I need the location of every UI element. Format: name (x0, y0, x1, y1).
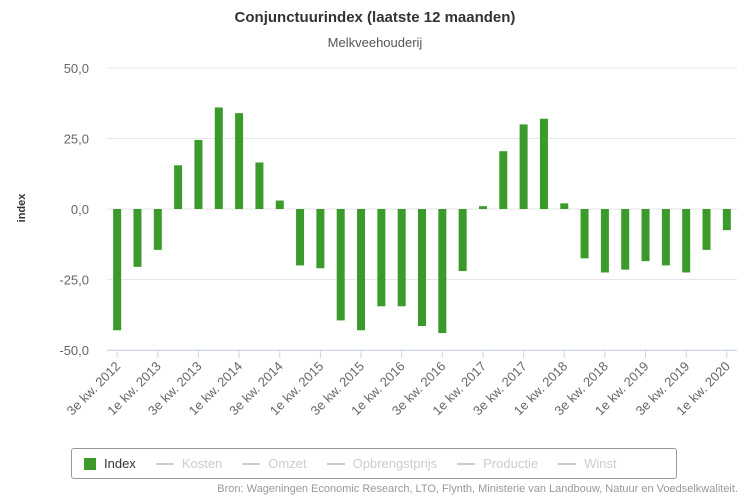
bar (316, 209, 325, 269)
bar (397, 209, 406, 307)
legend-label: Index (104, 456, 136, 471)
legend-item-omzet[interactable]: Omzet (242, 456, 307, 471)
bar (600, 209, 609, 273)
chart-title: Conjunctuurindex (laatste 12 maanden) (234, 9, 516, 26)
bar (539, 118, 548, 209)
credits: Bron: Wageningen Economic Research, LTO,… (217, 483, 738, 495)
y-tick-label: 25,0 (64, 132, 89, 147)
legend-label: Opbrengstprijs (352, 456, 438, 471)
bar (296, 209, 305, 266)
legend-line-icon (326, 462, 345, 465)
legend: Index Kosten Omzet Opbrengstprijs Produc… (71, 448, 677, 479)
y-tick-label: 50,0 (64, 61, 89, 76)
legend-item-opbrengstprijs[interactable]: Opbrengstprijs (326, 456, 438, 471)
legend-label: Omzet (268, 456, 307, 471)
bar (113, 209, 122, 331)
bar (641, 209, 650, 262)
bar (580, 209, 589, 259)
legend-line-icon (558, 462, 577, 465)
bars (113, 107, 731, 334)
bar (438, 209, 447, 334)
bar (682, 209, 691, 273)
bar (194, 139, 203, 209)
bar (661, 209, 670, 266)
bar (621, 209, 630, 270)
bar (702, 209, 711, 250)
legend-item-winst[interactable]: Winst (558, 456, 617, 471)
bar (519, 124, 528, 209)
legend-item-productie[interactable]: Productie (457, 456, 538, 471)
legend-swatch-index (84, 457, 96, 470)
legend-line-icon (155, 462, 174, 465)
y-tick-label: 0,0 (71, 202, 89, 217)
bar (255, 162, 264, 209)
y-tick-label: -50,0 (59, 343, 89, 358)
bar (722, 209, 731, 231)
legend-label: Winst (584, 456, 617, 471)
bar (418, 209, 426, 327)
bar (357, 209, 366, 331)
y-axis-ticks: 50,0 25,0 0,0 -25,0 -50,0 (59, 61, 89, 358)
bar (336, 209, 345, 321)
bar (214, 107, 223, 209)
bar (560, 203, 569, 209)
legend-item-index[interactable]: Index (84, 456, 136, 471)
bar (275, 200, 284, 209)
legend-item-kosten[interactable]: Kosten (155, 456, 223, 471)
bar (235, 113, 244, 209)
bar (377, 209, 386, 307)
bar (499, 151, 508, 209)
legend-line-icon (457, 462, 476, 465)
bar (153, 209, 162, 250)
legend-label: Productie (483, 456, 539, 471)
legend-line-icon (242, 462, 261, 465)
bar (458, 209, 467, 272)
bar (174, 165, 183, 209)
bar (478, 206, 487, 209)
chart-subtitle: Melkveehouderij (327, 35, 423, 50)
y-tick-label: -25,0 (59, 273, 89, 288)
legend-label: Kosten (181, 456, 223, 471)
y-axis-label: index (16, 193, 28, 223)
bar (133, 209, 142, 267)
